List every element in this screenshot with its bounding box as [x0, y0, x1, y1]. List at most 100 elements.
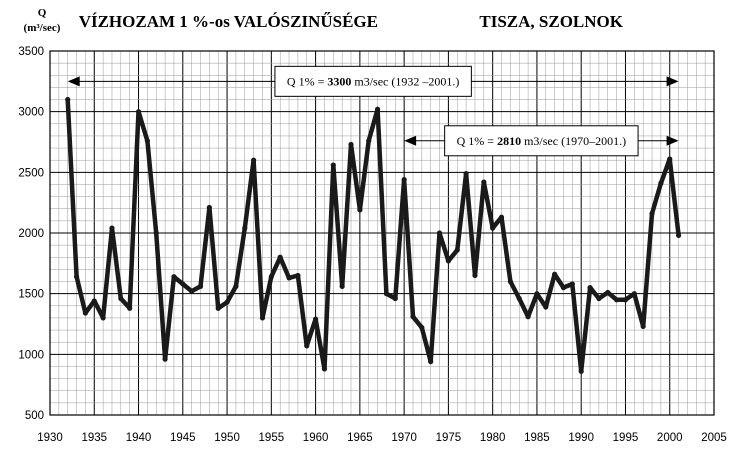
- data-point: [383, 291, 390, 297]
- x-tick-label: 1930: [37, 432, 63, 444]
- x-tick-label: 2005: [701, 432, 727, 444]
- data-point: [622, 297, 629, 303]
- data-point: [649, 210, 655, 217]
- x-tick-label: 1995: [613, 432, 639, 444]
- data-point: [118, 295, 124, 302]
- x-tick-label: 2000: [657, 432, 683, 444]
- data-point: [224, 299, 230, 305]
- data-point: [100, 315, 106, 321]
- annotation-box: [444, 125, 639, 157]
- data-point: [543, 304, 549, 310]
- data-point: [472, 272, 478, 279]
- x-tick-label: 1935: [81, 432, 107, 444]
- data-point: [109, 225, 115, 231]
- data-point: [436, 230, 443, 236]
- data-point: [640, 323, 646, 330]
- data-point: [454, 247, 460, 253]
- annotations: Q 1% = 3300 m3/sec (1932 –2001.)Q 1% = 2…: [67, 65, 679, 157]
- annotation-prefix: Q 1% =: [457, 134, 497, 148]
- annotation-prefix: Q 1% =: [287, 74, 327, 88]
- y-tick-label: 1500: [18, 289, 44, 301]
- data-point: [419, 325, 425, 331]
- data-point: [82, 310, 89, 316]
- annotation-text: Q 1% = 2810 m3/sec (1970–2001.): [457, 134, 626, 148]
- data-point: [189, 288, 195, 294]
- data-point: [534, 291, 540, 297]
- data-point: [135, 109, 142, 115]
- data-point: [330, 162, 336, 168]
- data-point: [339, 283, 345, 289]
- data-point: [251, 157, 257, 163]
- x-tick-label: 1975: [436, 432, 462, 444]
- x-tick-label: 1945: [170, 432, 196, 444]
- data-point: [490, 225, 496, 231]
- data-point: [569, 281, 575, 287]
- data-point: [552, 271, 558, 277]
- data-point: [197, 283, 204, 289]
- annotation-suffix: m3/sec (1932 –2001.): [351, 74, 459, 88]
- data-point: [366, 138, 372, 144]
- annotation-text: Q 1% = 3300 m3/sec (1932 –2001.): [287, 74, 459, 88]
- annotation-arrow-head-right: [666, 76, 679, 87]
- plot-frame: [49, 50, 715, 416]
- x-tick-label: 1950: [214, 432, 240, 444]
- data-point: [242, 225, 248, 231]
- data-point: [233, 283, 239, 289]
- data-point: [127, 305, 133, 311]
- data-point: [401, 177, 407, 183]
- data-point: [144, 138, 150, 144]
- x-tick-label: 1985: [524, 432, 550, 444]
- data-point: [667, 156, 673, 162]
- data-point: [73, 274, 80, 280]
- data-point: [463, 170, 469, 177]
- data-point: [348, 141, 354, 148]
- annotation-value: 3300: [327, 74, 351, 88]
- tick-labels: 500 1000 1500 2000 2500 3000 3500 1930 1935 1940 1…: [18, 46, 726, 444]
- data-point: [445, 258, 451, 264]
- x-tick-label: 1990: [568, 432, 594, 444]
- data-point: [91, 298, 97, 304]
- data-point: [286, 275, 292, 281]
- y-tick-label: 3000: [18, 107, 44, 119]
- data-point: [596, 295, 602, 302]
- data-point: [481, 179, 487, 185]
- annotation-box: [274, 65, 472, 97]
- data-point: [507, 278, 513, 285]
- data-point: [374, 106, 381, 112]
- x-tick-label: 1940: [126, 432, 152, 444]
- data-point: [313, 316, 319, 322]
- annotation-arrow-head-left: [404, 135, 417, 146]
- annotation-value: 2810: [497, 134, 521, 148]
- data-point: [153, 230, 159, 236]
- data-point: [392, 295, 398, 302]
- data-point: [605, 289, 611, 296]
- y-tick-label: 3500: [18, 46, 44, 58]
- data-point: [162, 356, 168, 362]
- y-axis-label-main: Q: [38, 7, 47, 19]
- y-tick-label: 2500: [18, 167, 44, 179]
- data-point: [516, 295, 522, 302]
- series-group: [65, 96, 682, 374]
- data-point: [587, 285, 593, 291]
- chart-subtitle: TISZA, SZOLNOK: [479, 12, 623, 31]
- data-point: [525, 314, 531, 320]
- x-tick-label: 1960: [303, 432, 329, 444]
- data-point: [675, 232, 682, 239]
- data-point: [614, 297, 620, 303]
- x-tick-label: 1965: [347, 432, 373, 444]
- data-point: [180, 281, 186, 287]
- y-tick-label: 1000: [18, 349, 44, 361]
- y-tick-label: 2000: [18, 228, 44, 240]
- data-point: [295, 272, 301, 279]
- data-point: [631, 291, 637, 297]
- y-axis-label-unit: (m³/sec): [24, 22, 61, 34]
- data-point: [304, 343, 310, 349]
- data-point: [268, 274, 274, 280]
- data-point: [428, 359, 434, 365]
- data-point: [171, 274, 177, 280]
- data-point: [277, 254, 283, 260]
- data-point: [357, 207, 363, 213]
- data-point: [206, 204, 212, 211]
- x-tick-label: 1980: [480, 432, 506, 444]
